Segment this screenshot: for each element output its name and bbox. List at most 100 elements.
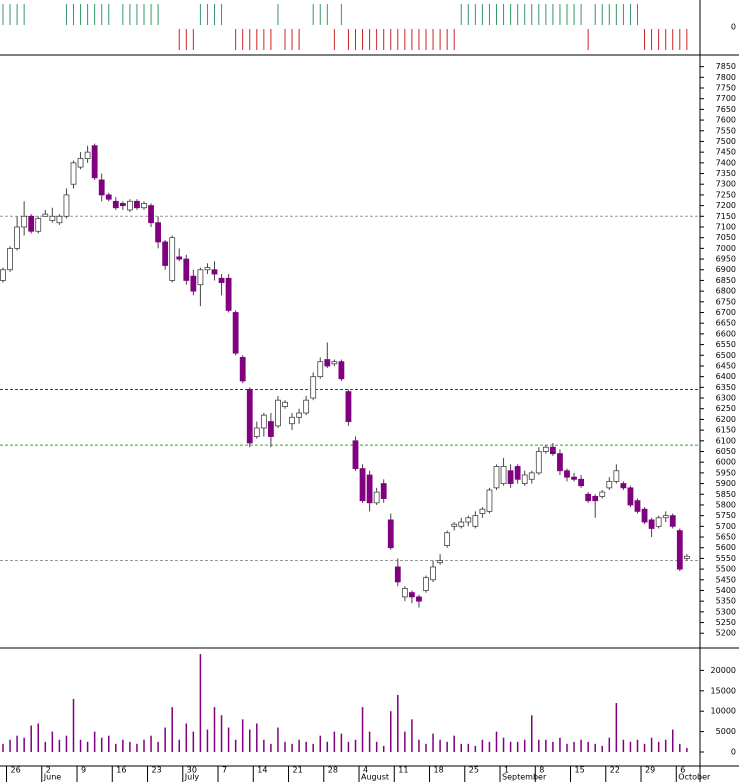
volume-bar xyxy=(256,723,258,752)
volume-bar xyxy=(79,739,82,752)
volume-tick-label: 5000 xyxy=(716,727,736,736)
volume-bar xyxy=(213,707,216,752)
y-tick-label: 7250 xyxy=(716,190,736,199)
volume-bar xyxy=(249,729,251,752)
y-tick-label: 7000 xyxy=(716,244,736,253)
volume-bar xyxy=(122,739,124,752)
volume-bar xyxy=(390,711,392,752)
candle-body xyxy=(134,200,140,209)
month-label: July xyxy=(184,773,200,782)
candle-body xyxy=(331,361,338,365)
candle-body xyxy=(500,466,507,484)
volume-bar xyxy=(270,743,272,752)
candle-body xyxy=(514,466,521,480)
volume-bar xyxy=(481,739,484,752)
volume-bar xyxy=(326,741,329,752)
candle-body xyxy=(148,205,154,224)
y-tick-label: 7300 xyxy=(716,180,736,189)
volume-bar xyxy=(164,727,166,752)
volume-bar xyxy=(298,739,300,752)
volume-bar xyxy=(241,719,244,752)
signal-tick-label: 0 xyxy=(731,23,736,32)
volume-bar xyxy=(319,735,321,752)
volume-tick-label: 10000 xyxy=(711,707,736,716)
candle-body xyxy=(458,521,465,527)
volume-bar xyxy=(439,739,441,752)
volume-bar xyxy=(460,743,462,752)
volume-bar xyxy=(51,731,54,752)
candle-body xyxy=(0,269,6,281)
candle-body xyxy=(345,391,352,422)
y-tick-label: 6900 xyxy=(716,265,736,274)
candle-body xyxy=(56,215,63,224)
volume-bar xyxy=(206,729,209,752)
y-tick-label: 6750 xyxy=(716,297,736,306)
volume-bar xyxy=(30,725,32,752)
x-tick-label: 2 xyxy=(46,766,51,775)
volume-bar xyxy=(354,739,357,752)
volume-bar xyxy=(361,707,364,752)
volume-bar xyxy=(72,698,75,752)
candle-body xyxy=(578,478,584,487)
volume-bar xyxy=(333,731,336,752)
y-tick-label: 7600 xyxy=(716,116,736,125)
candle-body xyxy=(352,440,359,470)
candle-body xyxy=(571,476,577,480)
volume-bar xyxy=(502,737,505,752)
x-tick-label: 6 xyxy=(680,766,685,775)
volume-bar xyxy=(100,737,103,752)
x-tick-label: 1 xyxy=(504,766,509,775)
candle-body xyxy=(119,203,126,207)
volume-bar xyxy=(305,741,307,752)
candle-body xyxy=(204,267,211,271)
volume-bar xyxy=(467,743,470,752)
y-tick-label: 6450 xyxy=(716,361,736,370)
volume-bar xyxy=(368,731,371,752)
x-tick-label: 15 xyxy=(575,766,585,775)
candle-body xyxy=(324,359,331,367)
volume-bar xyxy=(622,739,625,752)
y-tick-label: 5300 xyxy=(716,607,736,616)
candle-body xyxy=(535,451,542,474)
y-tick-label: 5900 xyxy=(716,479,736,488)
x-tick-label: 25 xyxy=(469,766,479,775)
candle-body xyxy=(592,495,599,502)
volume-bar xyxy=(220,715,223,752)
y-tick-label: 5600 xyxy=(716,543,736,552)
volume-bar xyxy=(601,745,603,752)
candle-body xyxy=(260,414,267,429)
volume-bar xyxy=(587,741,589,752)
candle-body xyxy=(197,269,204,286)
candle-body xyxy=(35,218,42,232)
candle-body xyxy=(401,587,408,598)
candle-body xyxy=(141,203,147,209)
volume-bar xyxy=(509,741,512,752)
x-tick-label: 22 xyxy=(610,766,620,775)
candle-body xyxy=(239,357,246,382)
candle-body xyxy=(564,470,570,478)
y-tick-label: 7050 xyxy=(716,233,736,242)
candle-body xyxy=(303,399,310,414)
x-tick-label: 9 xyxy=(81,766,86,775)
x-tick-label: 21 xyxy=(293,766,303,775)
volume-bar xyxy=(495,731,498,752)
volume-bar xyxy=(157,741,159,752)
candle-body xyxy=(542,446,549,452)
volume-bar xyxy=(263,739,265,752)
candle-body xyxy=(70,162,77,185)
volume-bar xyxy=(284,741,286,752)
volume-bar xyxy=(559,737,561,752)
candle-body xyxy=(648,519,655,529)
candle-body xyxy=(190,275,197,292)
volume-bar xyxy=(291,743,293,752)
y-tick-label: 6250 xyxy=(716,404,736,413)
candle-body xyxy=(380,483,387,499)
volume-bar xyxy=(538,739,540,752)
volume-bar xyxy=(65,735,68,752)
volume-bar xyxy=(16,735,18,752)
y-tick-label: 7700 xyxy=(716,94,736,103)
x-tick-label: 4 xyxy=(363,766,368,775)
volume-bar xyxy=(594,743,596,752)
y-tick-label: 7550 xyxy=(716,126,736,135)
